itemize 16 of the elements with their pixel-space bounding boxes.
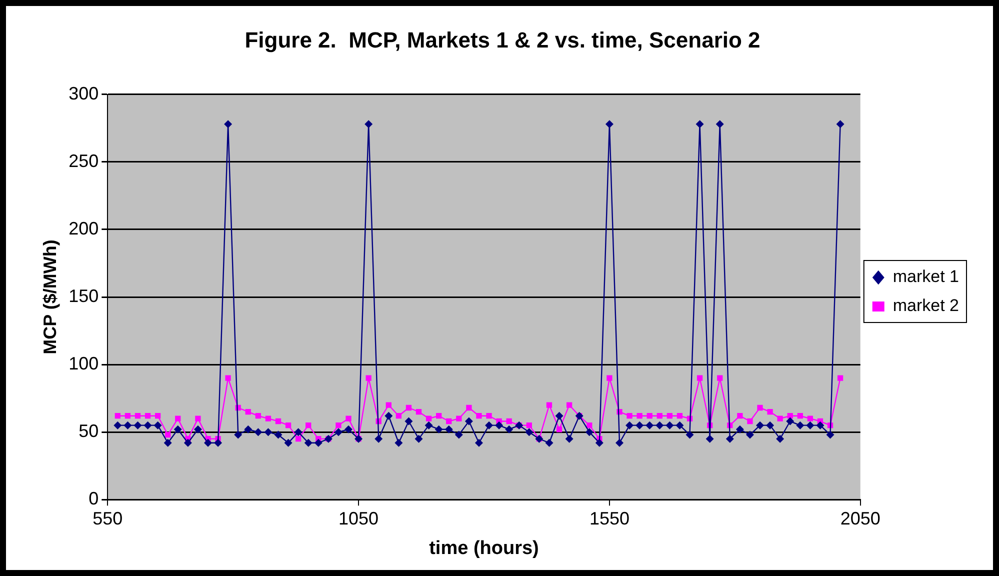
x-tick-label: 2050 [840,508,880,528]
chart-title: Figure 2. MCP, Markets 1 & 2 vs. time, Scenario 2 [244,27,760,52]
x-axis-title: time (hours) [429,538,539,559]
y-tick-label: 150 [68,286,99,306]
y-tick-label: 300 [68,83,99,104]
y-tick-label: 50 [78,421,99,442]
legend-label: market 1 [892,267,960,286]
y-tick-label: 0 [88,488,99,509]
legend-label: market 2 [892,296,960,316]
x-tick-label: 550 [92,508,123,528]
y-tick-label: 250 [68,150,99,171]
y-tick-label: 200 [68,218,99,238]
x-tick-label: 1050 [338,508,379,528]
y-tick-label: 100 [68,354,99,374]
y-axis-title: MCP ($/MWh) [40,240,60,354]
x-tick-label: 1550 [589,508,630,528]
